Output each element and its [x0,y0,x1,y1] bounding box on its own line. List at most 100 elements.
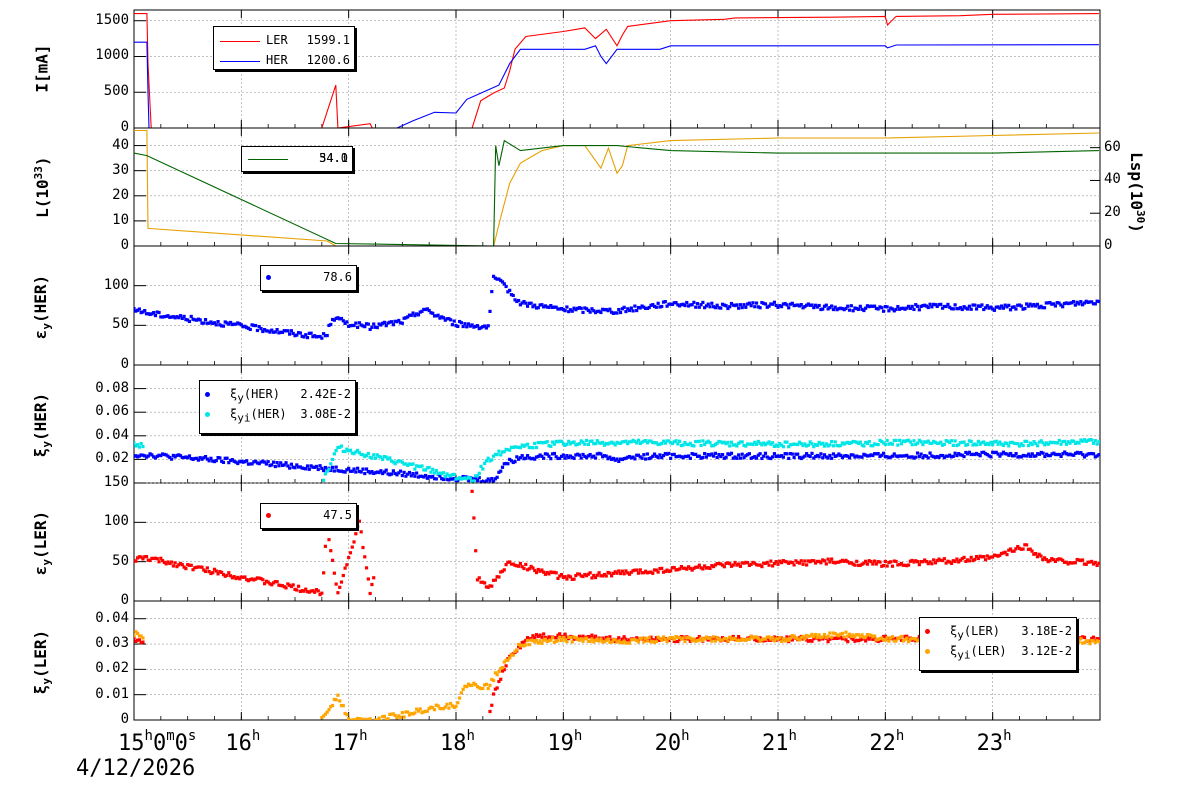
data-point [465,477,469,481]
data-point [1077,451,1081,455]
data-point [847,456,852,460]
data-point [840,637,844,641]
data-point [398,459,403,463]
data-point [810,442,814,446]
data-point [974,443,979,447]
data-point [651,303,655,307]
data-point [1019,304,1023,308]
data-point [849,634,853,639]
data-point [484,326,489,330]
data-point [186,456,190,460]
data-point [658,566,662,571]
data-point [824,562,828,566]
data-point [227,461,231,465]
data-point [336,316,340,320]
data-point [894,454,898,458]
data-point [749,562,753,566]
data-point [704,304,709,308]
data-point [858,638,862,642]
data-point [1009,451,1013,456]
data-point [545,440,549,444]
data-point [957,560,961,564]
data-point [518,456,522,460]
data-point [774,454,778,459]
data-point [416,313,421,317]
data-point [413,314,417,318]
data-point [640,456,644,460]
data-point [601,307,605,311]
data-point [202,456,206,460]
data-point [1003,452,1007,456]
data-point [311,465,315,469]
data-point [565,454,569,458]
data-point [338,445,342,449]
data-point [422,307,426,312]
data-point [506,658,510,662]
data-point [678,638,682,642]
data-point [500,465,505,469]
data-point [883,559,887,564]
data-point [563,575,567,579]
data-point [386,717,390,720]
data-point [762,637,766,641]
data-point [1095,637,1099,641]
data-point [329,705,333,709]
data-point [268,330,272,334]
data-point [627,641,632,645]
data-point [844,630,848,634]
data-point [652,640,657,644]
data-point [910,455,914,459]
data-point [660,456,664,460]
data-point [556,639,560,643]
data-point [264,579,268,583]
series-line-0-0 [134,13,1099,128]
data-point [738,456,743,460]
data-point [586,634,590,639]
data-point [1012,549,1016,553]
data-point [819,442,823,446]
data-point [135,631,140,635]
data-point [967,304,972,308]
data-point [715,561,719,566]
data-point [923,440,927,444]
data-point [141,310,145,314]
data-point [971,452,975,456]
data-point [883,442,887,447]
data-point [788,302,793,306]
data-point [663,451,667,456]
data-point [495,686,499,690]
data-point [135,308,140,312]
data-point [137,638,141,642]
data-point [402,316,406,320]
data-point [243,575,247,579]
data-point [141,444,145,449]
data-point [427,465,431,470]
data-point [397,471,401,475]
data-point [842,559,846,563]
data-point [499,278,503,283]
data-point [686,454,691,458]
data-point [483,324,487,328]
data-point [559,635,564,639]
data-point [620,641,624,645]
data-point [955,443,959,448]
data-point [554,455,558,459]
data-point [520,301,524,305]
data-point [1028,547,1032,551]
series-line-0-1 [134,41,1099,128]
data-point [812,456,816,460]
data-point [1044,557,1048,562]
data-point [379,469,383,473]
data-point [1037,306,1041,310]
data-point [520,454,524,458]
data-point [1095,299,1099,303]
data-point [323,712,328,716]
data-point [858,440,862,444]
data-point [785,560,789,564]
data-point [198,318,202,322]
data-point [540,568,544,572]
data-point [601,455,605,459]
data-point [563,443,567,447]
data-point [590,637,594,641]
data-point [316,467,320,472]
